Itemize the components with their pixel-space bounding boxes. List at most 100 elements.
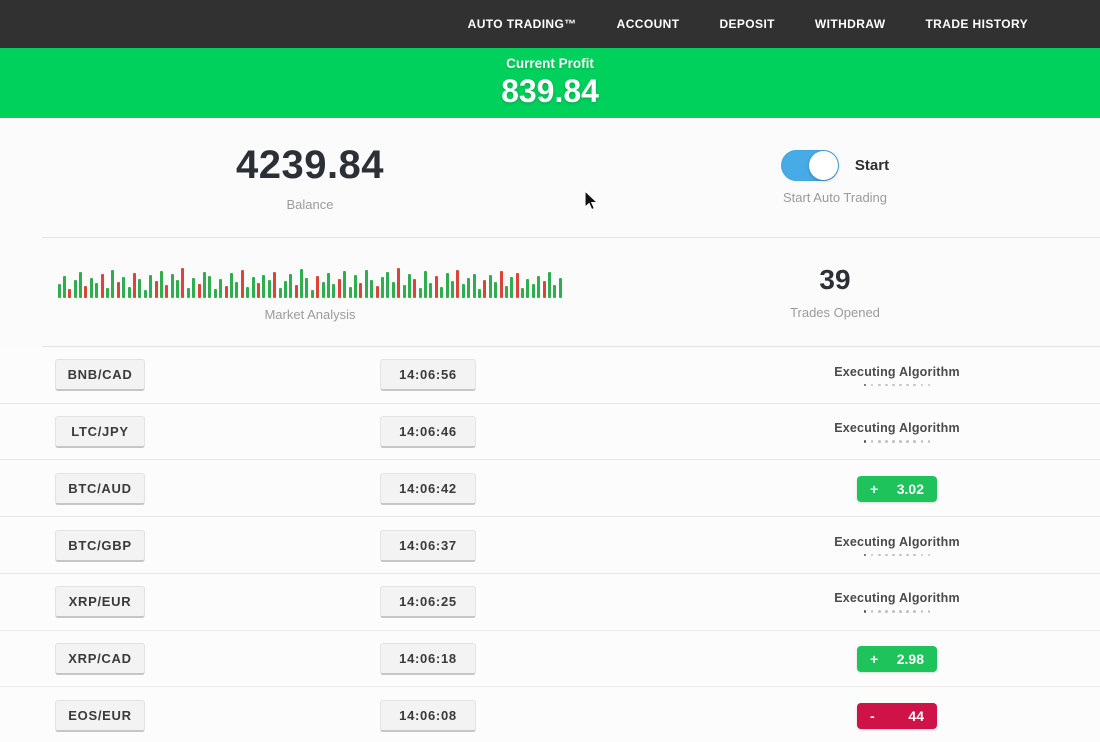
trades-opened-label: Trades Opened: [790, 305, 880, 320]
market-bar: [337, 279, 341, 298]
market-bar: [359, 283, 363, 298]
table-row: XRP/EUR 14:06:25 Executing Algorithm: [0, 573, 1100, 631]
market-bar: [488, 275, 492, 298]
progress-dot: [913, 553, 917, 557]
market-analysis-label: Market Analysis: [264, 307, 356, 322]
market-bar: [451, 281, 455, 298]
market-bar: [472, 274, 476, 298]
toggle-knob: [808, 151, 838, 180]
table-row: EOS/EUR 14:06:08 - 44: [0, 687, 1100, 742]
market-bar: [208, 276, 212, 298]
pair-chip[interactable]: XRP/CAD: [55, 642, 145, 675]
table-row: BTC/GBP 14:06:37 Executing Algorithm: [0, 517, 1100, 574]
time-chip[interactable]: 14:06:08: [380, 699, 476, 732]
market-bar: [62, 276, 66, 298]
pair-chip[interactable]: BTC/GBP: [55, 529, 145, 562]
auto-trading-toggle[interactable]: [780, 150, 839, 181]
progress-dot: [927, 383, 931, 387]
market-bar: [499, 271, 503, 298]
market-bar: [84, 286, 88, 298]
nav-item-account[interactable]: ACCOUNT: [616, 17, 680, 31]
market-bar: [434, 276, 438, 298]
market-bar: [327, 273, 331, 298]
status-cell: +2.98: [710, 645, 1084, 672]
current-profit-label: Current Profit: [506, 56, 594, 71]
progress-dot: [885, 553, 888, 557]
progress-dot: [906, 383, 909, 387]
time-chip[interactable]: 14:06:46: [380, 416, 476, 449]
market-bar: [413, 279, 417, 298]
progress-dot: [863, 553, 867, 557]
nav-item-auto-trading[interactable]: AUTO TRADING™: [467, 17, 577, 31]
profit-badge: +2.98: [857, 645, 937, 672]
market-bar: [305, 278, 309, 298]
progress-dot: [927, 553, 931, 557]
time-chip[interactable]: 14:06:37: [380, 529, 476, 562]
progress-dot: [920, 610, 924, 614]
time-chip[interactable]: 14:06:42: [380, 472, 476, 505]
progress-dot: [892, 553, 895, 557]
market-bar: [149, 275, 153, 298]
market-bar: [537, 276, 541, 298]
market-bar: [68, 289, 72, 298]
executing-algorithm-label: Executing Algorithm: [834, 534, 960, 549]
pair-chip[interactable]: EOS/EUR: [55, 699, 145, 732]
market-bar: [300, 269, 304, 298]
pair-chip[interactable]: BTC/AUD: [55, 472, 145, 505]
market-bar: [165, 285, 169, 298]
progress-dot: [906, 610, 909, 614]
time-chip[interactable]: 14:06:18: [380, 642, 476, 675]
market-bar: [213, 289, 217, 298]
progress-dot: [885, 610, 888, 614]
market-bar: [235, 282, 239, 298]
market-bar: [267, 280, 271, 298]
pair-chip[interactable]: XRP/EUR: [55, 586, 145, 619]
market-bar: [181, 268, 185, 298]
market-bar: [186, 288, 190, 298]
progress-dot: [892, 610, 895, 614]
progress-dot: [899, 610, 902, 614]
nav-item-trade-history[interactable]: TRADE HISTORY: [925, 17, 1028, 31]
market-bar: [440, 287, 444, 298]
progress-dot: [899, 383, 902, 387]
badge-value: 3.02: [896, 480, 924, 497]
market-bar: [477, 289, 481, 298]
time-chip[interactable]: 14:06:25: [380, 586, 476, 619]
market-bar: [418, 288, 422, 298]
market-bar: [397, 268, 401, 298]
market-bar: [89, 278, 93, 298]
market-bar: [170, 274, 174, 298]
nav-item-withdraw[interactable]: WITHDRAW: [814, 17, 886, 31]
toggle-state-label: Start: [854, 157, 890, 174]
progress-dot: [870, 383, 874, 387]
progress-dot: [899, 440, 902, 443]
market-bar: [278, 288, 282, 298]
pair-chip[interactable]: LTC/JPY: [55, 416, 145, 449]
market-bar: [57, 284, 61, 298]
market-bar: [100, 274, 104, 298]
executing-algorithm-label: Executing Algorithm: [834, 364, 960, 379]
progress-dot: [885, 440, 888, 443]
market-bar: [445, 273, 449, 298]
progress-dot: [920, 440, 924, 443]
market-bar: [515, 273, 519, 298]
time-chip[interactable]: 14:06:56: [380, 359, 476, 392]
progress-dot: [906, 553, 909, 557]
market-bar: [456, 270, 460, 298]
status-cell: +3.02: [710, 475, 1084, 502]
market-bar: [240, 270, 244, 298]
market-bar: [553, 285, 557, 298]
market-bar: [407, 274, 411, 298]
pair-chip[interactable]: BNB/CAD: [55, 359, 145, 392]
trades-opened-value: 39: [819, 264, 851, 295]
market-bar: [203, 272, 207, 298]
progress-dot: [877, 383, 881, 387]
market-bar: [106, 288, 110, 298]
nav-item-deposit[interactable]: DEPOSIT: [719, 17, 775, 31]
market-bar: [375, 286, 379, 298]
market-bar: [321, 282, 325, 298]
market-bar: [558, 278, 562, 298]
badge-sign: +: [870, 480, 879, 497]
progress-dots: [863, 383, 931, 387]
progress-dot: [863, 610, 867, 614]
